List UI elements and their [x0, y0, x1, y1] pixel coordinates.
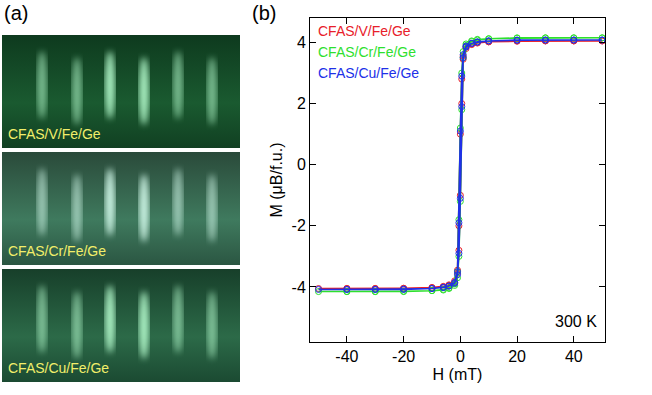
svg-text:0: 0 [456, 348, 465, 365]
html-text:(a): (a) [4, 2, 29, 24]
svg-text:CFAS/Cu/Fe/Ge: CFAS/Cu/Fe/Ge [318, 65, 419, 81]
svg-text:4: 4 [297, 34, 306, 51]
html-text:(b): (b) [252, 2, 277, 24]
svg-text:CFAS/Cr/Fe/Ge: CFAS/Cr/Fe/Ge [318, 44, 416, 60]
svg-text:-40: -40 [335, 348, 358, 365]
html-text:CFAS/Cu/Fe/Ge: CFAS/Cu/Fe/Ge [8, 360, 110, 376]
svg-text:H (mT): H (mT) [433, 366, 483, 383]
html-text:CFAS/V/Fe/Ge: CFAS/V/Fe/Ge [8, 126, 101, 142]
svg-text:-4: -4 [292, 279, 306, 296]
svg-text:-2: -2 [292, 217, 306, 234]
svg-text:-20: -20 [392, 348, 415, 365]
svg-text:CFAS/V/Fe/Ge: CFAS/V/Fe/Ge [318, 23, 411, 39]
svg-text:300 K: 300 K [555, 313, 597, 330]
svg-text:0: 0 [297, 156, 306, 173]
svg-text:40: 40 [565, 348, 583, 365]
svg-text:M (μB/f.u.): M (μB/f.u.) [268, 143, 285, 218]
html-text:CFAS/Cr/Fe/Ge: CFAS/Cr/Fe/Ge [8, 243, 106, 259]
svg-text:20: 20 [508, 348, 526, 365]
svg-text:2: 2 [297, 95, 306, 112]
